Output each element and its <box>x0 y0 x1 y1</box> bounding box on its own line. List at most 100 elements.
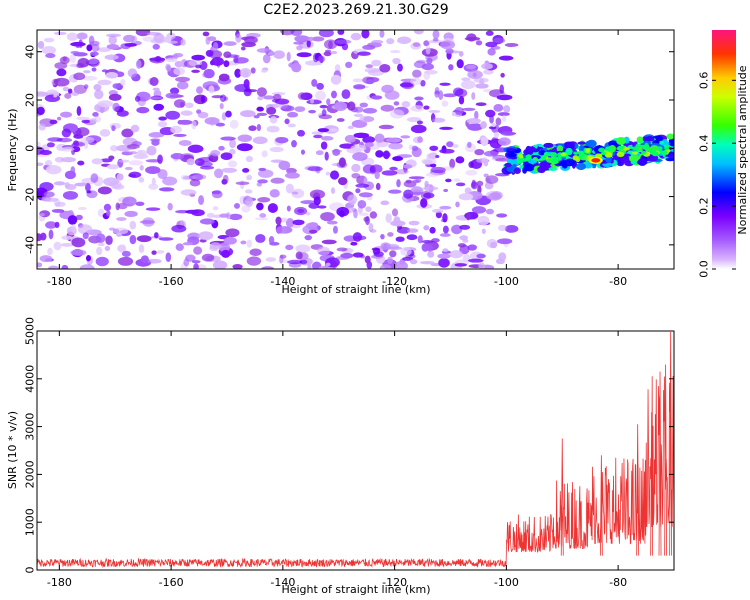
spectrogram-noise-blob <box>423 40 430 47</box>
spectrogram-noise-blob <box>458 95 465 105</box>
spectrogram-noise-blob <box>320 211 335 222</box>
spectrogram-noise-blob <box>428 152 438 160</box>
spectrogram-noise-blob <box>175 243 184 251</box>
spectrogram-signal-blob <box>527 159 538 164</box>
spectrogram-noise-blob <box>173 133 187 138</box>
spectrogram-noise-blob <box>330 50 338 55</box>
spectrogram-noise-blob <box>180 110 193 116</box>
spectrogram-noise-blob <box>199 218 215 225</box>
spectrogram-noise-blob <box>218 145 225 151</box>
spectrogram-noise-blob <box>293 41 304 45</box>
spectrogram-noise-blob <box>70 166 76 175</box>
spectrogram-noise-blob <box>97 208 105 217</box>
spectrogram-noise-blob <box>371 39 384 44</box>
spectrogram-signal-blob <box>630 160 639 165</box>
spectrogram-noise-blob <box>318 114 332 120</box>
spectrogram-noise-blob <box>191 69 200 73</box>
spectrogram-panel: -180 -160 -140 -120 -100 -80 -40 -20 0 20 40 Heigh… <box>6 29 675 296</box>
snr-ticks: -180 -160 -140 -120 -100 -80 0 1000 2000 3000 4000… <box>24 317 674 589</box>
spectrogram-noise-blob <box>281 105 295 112</box>
spectrogram-signal-blob <box>577 141 586 145</box>
spectrogram-noise-blob <box>182 242 194 246</box>
snr-ylabel: SNR (10 * v/v) <box>6 411 19 489</box>
spectrogram-noise-blob <box>350 241 358 246</box>
spectrogram-noise-blob <box>358 192 373 198</box>
spectrogram-noise-blob <box>116 110 129 117</box>
spectrogram-noise-blob <box>97 79 112 86</box>
spectrogram-noise-blob <box>62 191 79 200</box>
spectrogram-ytick-label: -20 <box>24 188 37 206</box>
spectrogram-noise-blob <box>310 98 315 104</box>
spectrogram-noise-blob <box>341 89 351 100</box>
spectrogram-noise-blob <box>186 158 195 166</box>
spectrogram-noise-blob <box>459 224 471 230</box>
spectrogram-noise-blob <box>385 138 402 143</box>
spectrogram-noise-blob <box>406 228 419 233</box>
spectrogram-noise-blob <box>478 262 486 269</box>
spectrogram-noise-blob <box>270 177 285 184</box>
spectrogram-noise-blob <box>441 100 449 107</box>
spectrogram-noise-blob <box>371 95 383 100</box>
spectrogram-noise-blob <box>106 209 111 217</box>
spectrogram-noise-blob <box>239 67 252 78</box>
spectrogram-noise-blob <box>182 175 197 180</box>
spectrogram-noise-blob <box>353 113 364 118</box>
spectrogram-noise-blob <box>380 104 395 112</box>
spectrogram-noise-blob <box>406 116 422 123</box>
spectrogram-noise-blob <box>409 259 418 265</box>
spectrogram-noise-blob <box>196 86 203 94</box>
spectrogram-noise-blob <box>95 233 106 244</box>
spectrogram-noise-blob <box>344 134 356 143</box>
spectrogram-noise-blob <box>228 213 243 221</box>
spectrogram-noise-blob <box>45 221 57 229</box>
spectrogram-noise-blob <box>234 68 242 78</box>
spectrogram-signal-blob <box>523 163 535 172</box>
spectrogram-noise-blob <box>270 159 285 163</box>
colorbar: 0.0 0.2 0.4 0.6 Normalized spectral amplitu… <box>698 30 749 278</box>
spectrogram-noise-blob <box>317 246 331 256</box>
spectrogram-noise-blob <box>488 192 502 201</box>
spectrogram-noise-blob <box>129 234 137 245</box>
spectrogram-noise-blob <box>435 211 442 219</box>
spectrogram-noise-blob <box>285 218 295 228</box>
spectrogram-noise-blob <box>434 87 440 94</box>
spectrogram-noise-blob <box>384 90 400 100</box>
spectrogram-noise-blob <box>412 69 422 78</box>
spectrogram-noise-blob <box>443 188 449 193</box>
spectrogram-noise-blob <box>109 180 122 189</box>
spectrogram-noise-blob <box>295 251 303 260</box>
spectrogram-noise-blob <box>336 247 348 252</box>
spectrogram-signal-blob <box>636 136 643 143</box>
spectrogram-noise-blob <box>156 250 165 254</box>
spectrogram-noise-blob <box>187 144 204 153</box>
spectrogram-noise-blob <box>154 232 159 239</box>
spectrogram-noise-blob <box>296 52 312 58</box>
spectrogram-noise-blob <box>423 70 431 80</box>
spectrogram-noise-blob <box>234 203 240 209</box>
spectrogram-noise-blob <box>425 44 431 55</box>
spectrogram-noise-blob <box>421 63 434 71</box>
spectrogram-noise-blob <box>324 151 329 161</box>
spectrogram-noise-blob <box>53 241 62 251</box>
spectrogram-noise-blob <box>278 160 291 171</box>
spectrogram-noise-blob <box>97 242 105 247</box>
spectrogram-noise-blob <box>185 102 194 109</box>
spectrogram-noise-blob <box>413 30 424 35</box>
spectrogram-noise-blob <box>93 83 102 91</box>
spectrogram-noise-blob <box>392 156 404 162</box>
snr-frame <box>36 330 675 571</box>
spectrogram-noise-blob <box>162 176 178 186</box>
spectrogram-noise-blob <box>372 247 381 255</box>
snr-xtick-label: -160 <box>159 576 184 589</box>
spectrogram-noise-blob <box>221 167 237 173</box>
spectrogram-noise-blob <box>359 115 375 123</box>
spectrogram-signal-blob <box>574 143 579 149</box>
spectrogram-noise-blob <box>439 148 455 154</box>
spectrogram-signal-core <box>516 158 524 164</box>
spectrogram-noise-blob <box>267 203 278 213</box>
spectrogram-noise-blob <box>44 94 61 103</box>
spectrogram-noise-blob <box>212 260 228 269</box>
spectrogram-noise-blob <box>335 255 350 260</box>
spectrogram-noise-blob <box>92 112 99 117</box>
spectrogram-frame <box>36 29 675 270</box>
